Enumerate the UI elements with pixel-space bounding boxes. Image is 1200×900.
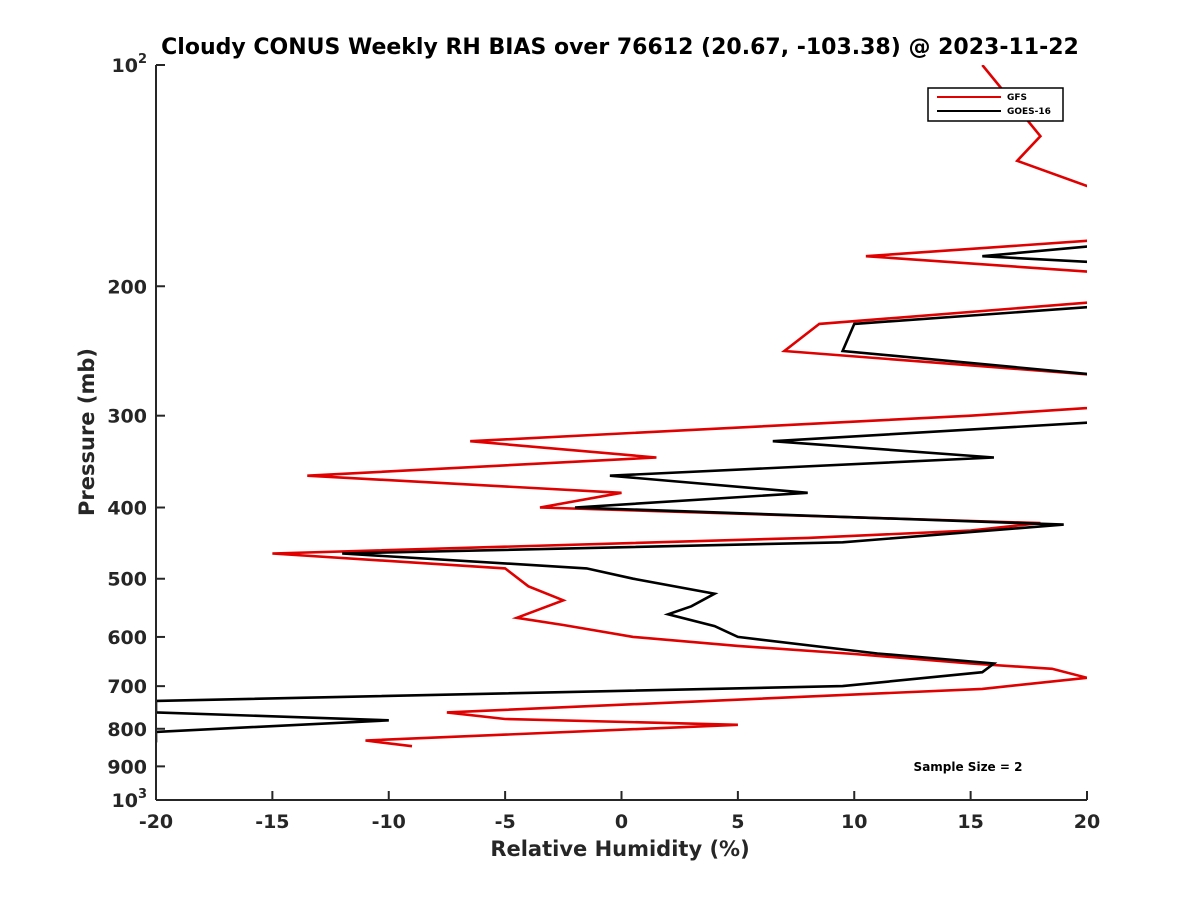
y-axis-title: Pressure (mb) xyxy=(75,348,99,516)
x-tick-label: 20 xyxy=(1074,811,1100,833)
x-tick-label: 0 xyxy=(615,811,628,833)
y-tick-label: 200 xyxy=(107,276,147,298)
x-tick-label: 15 xyxy=(957,811,983,833)
series-line-gfs xyxy=(272,65,1087,748)
chart-title: Cloudy CONUS Weekly RH BIAS over 76612 (… xyxy=(161,35,1079,60)
sample-size-annotation: Sample Size = 2 xyxy=(914,760,1023,774)
y-tick-label: 102 xyxy=(112,52,148,77)
y-tick-label: 900 xyxy=(107,756,147,778)
x-tick-label: 5 xyxy=(731,811,744,833)
legend-label-goes16: GOES-16 xyxy=(1007,107,1051,117)
y-tick-label: 700 xyxy=(107,676,147,698)
legend-label-gfs: GFS xyxy=(1007,93,1027,103)
x-tick-label: -15 xyxy=(255,811,289,833)
x-tick-label: 10 xyxy=(841,811,867,833)
legend: GFS GOES-16 xyxy=(927,87,1064,122)
series-layer xyxy=(156,65,1087,748)
x-axis-title: Relative Humidity (%) xyxy=(490,837,749,861)
x-tick-label: -5 xyxy=(495,811,516,833)
y-tick-label: 600 xyxy=(107,627,147,649)
legend-box xyxy=(927,87,1064,122)
x-tick-label: -20 xyxy=(139,811,173,833)
y-tick-label: 500 xyxy=(107,569,147,591)
y-tick-label: 300 xyxy=(107,406,147,428)
y-tick-label: 103 xyxy=(112,787,148,812)
axes-layer: -20 -15 -10 -5 0 5 10 15 20 102 200 300 400 500 600 700… xyxy=(107,52,1100,833)
y-tick-label: 400 xyxy=(107,498,147,520)
series-line-goes16 xyxy=(156,245,1087,743)
x-tick-label: -10 xyxy=(372,811,406,833)
y-tick-label: 800 xyxy=(107,719,147,741)
